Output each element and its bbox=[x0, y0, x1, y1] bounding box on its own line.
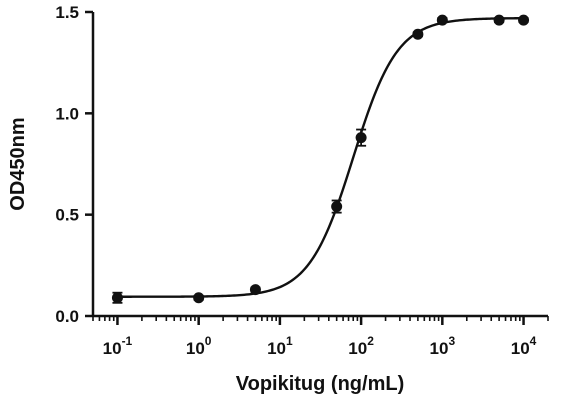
data-point bbox=[331, 199, 343, 214]
data-marker bbox=[436, 14, 448, 26]
data-marker bbox=[249, 284, 261, 296]
x-tick-exponent: 3 bbox=[448, 334, 455, 348]
x-tick-exponent: -1 bbox=[122, 334, 133, 348]
x-tick-label: 104 bbox=[511, 334, 537, 358]
x-tick-exponent: 1 bbox=[286, 334, 293, 348]
x-tick-base: 10 bbox=[186, 339, 205, 358]
x-tick-label: 100 bbox=[186, 334, 212, 358]
y-tick-label: 0.5 bbox=[55, 206, 79, 225]
data-point bbox=[436, 14, 448, 26]
data-marker bbox=[518, 14, 530, 26]
x-tick-base: 10 bbox=[511, 339, 530, 358]
data-marker bbox=[193, 292, 205, 304]
x-tick-base: 10 bbox=[267, 339, 286, 358]
y-axis-title: OD450nm bbox=[7, 117, 29, 210]
data-point bbox=[249, 284, 261, 296]
y-axis-ticks: 0.0 0.5 1.0 1.5 bbox=[55, 3, 93, 326]
x-axis-title: Vopikitug (ng/mL) bbox=[236, 373, 405, 395]
data-point bbox=[518, 14, 530, 26]
x-tick-exponent: 4 bbox=[530, 334, 537, 348]
data-points bbox=[111, 14, 530, 304]
x-tick-label: 10-1 bbox=[103, 334, 133, 358]
data-marker bbox=[493, 14, 505, 26]
data-marker bbox=[355, 132, 367, 144]
x-tick-base: 10 bbox=[348, 339, 367, 358]
data-point bbox=[493, 14, 505, 26]
y-tick-label: 0.0 bbox=[55, 307, 79, 326]
data-point bbox=[193, 292, 205, 304]
data-marker bbox=[331, 201, 343, 213]
data-point bbox=[412, 28, 424, 40]
x-tick-base: 10 bbox=[430, 339, 449, 358]
x-tick-exponent: 0 bbox=[205, 334, 212, 348]
x-tick-label: 102 bbox=[348, 334, 374, 358]
data-point bbox=[111, 291, 123, 304]
data-marker bbox=[111, 292, 123, 304]
x-tick-exponent: 2 bbox=[367, 334, 374, 348]
y-tick-label: 1.5 bbox=[55, 3, 79, 22]
x-tick-base: 10 bbox=[103, 339, 122, 358]
x-tick-label: 101 bbox=[267, 334, 293, 358]
data-marker bbox=[412, 28, 424, 40]
fit-curve bbox=[117, 17, 524, 298]
y-tick-label: 1.0 bbox=[55, 104, 79, 123]
x-axis-ticks: 10-1 100 101 102 103 104 bbox=[92, 316, 549, 358]
data-point bbox=[355, 128, 367, 147]
x-tick-label: 103 bbox=[430, 334, 456, 358]
